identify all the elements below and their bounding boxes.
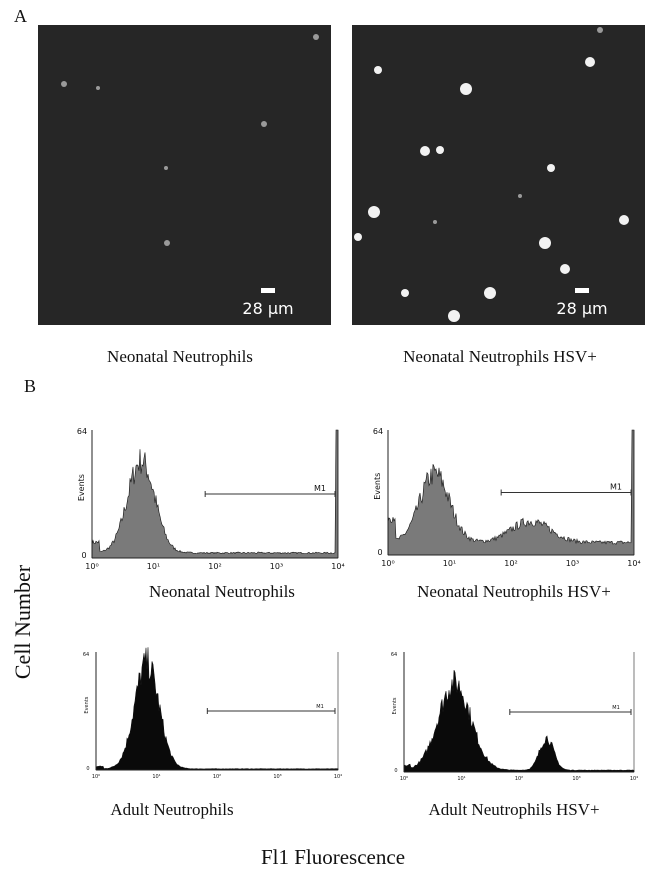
y-min-label: 0 <box>86 766 89 772</box>
panel-label: B <box>24 376 36 396</box>
scale-bar <box>575 288 589 293</box>
caption: Adult Neutrophils <box>110 800 233 819</box>
y-axis-label: Events <box>373 473 382 500</box>
cell <box>619 215 629 225</box>
y-axis-label: Events <box>392 697 398 714</box>
cell <box>354 233 362 241</box>
x-tick-label: 10³ <box>273 774 281 780</box>
y-max-label: 64 <box>391 652 397 658</box>
x-tick-label: 10⁴ <box>630 776 638 782</box>
x-tick-label: 10¹ <box>152 774 160 780</box>
caption: Neonatal Neutrophils <box>107 347 253 366</box>
x-tick-label: 10³ <box>270 562 283 571</box>
y-min-label: 0 <box>394 768 397 774</box>
y-max-label: 64 <box>373 427 383 436</box>
cell <box>433 220 437 224</box>
x-tick-label: 10³ <box>566 559 579 568</box>
cell <box>448 310 460 322</box>
cell <box>313 34 319 40</box>
x-axis-title: Fl1 Fluorescence <box>261 845 405 869</box>
gate-label: M1 <box>316 704 324 710</box>
cell <box>368 206 380 218</box>
y-min-label: 0 <box>377 548 382 557</box>
histogram <box>403 669 635 773</box>
x-tick-label: 10³ <box>572 776 580 782</box>
cell <box>61 81 67 87</box>
cell <box>261 121 267 127</box>
gate-label: M1 <box>612 705 620 711</box>
histogram <box>387 429 635 556</box>
micrograph <box>352 25 645 325</box>
x-tick-label: 10¹ <box>147 562 160 571</box>
micrograph <box>38 25 331 325</box>
caption: Neonatal Neutrophils HSV+ <box>417 582 611 601</box>
cell <box>436 146 444 154</box>
scale-label: 28 μm <box>556 299 607 318</box>
x-tick-label: 10² <box>504 559 517 568</box>
cell <box>539 237 551 249</box>
y-axis-label: Events <box>77 474 86 501</box>
cell <box>164 240 170 246</box>
cell <box>401 289 409 297</box>
gate-label: M1 <box>314 484 326 493</box>
histogram <box>95 647 339 771</box>
x-tick-label: 10⁰ <box>92 774 100 780</box>
cell <box>420 146 430 156</box>
cell <box>518 194 522 198</box>
cell <box>585 57 595 67</box>
x-tick-label: 10⁴ <box>331 562 344 571</box>
y-axis-label: Events <box>84 696 90 713</box>
cell <box>597 27 603 33</box>
caption: Neonatal Neutrophils <box>149 582 295 601</box>
cell <box>374 66 382 74</box>
x-tick-label: 10¹ <box>443 559 456 568</box>
x-tick-label: 10² <box>208 562 221 571</box>
x-tick-label: 10⁰ <box>381 559 394 568</box>
x-tick-label: 10² <box>213 774 221 780</box>
x-tick-label: 10¹ <box>457 776 465 782</box>
cell <box>164 166 168 170</box>
x-tick-label: 10⁰ <box>85 562 98 571</box>
y-axis-title: Cell Number <box>10 564 35 679</box>
y-max-label: 64 <box>83 652 89 658</box>
x-tick-label: 10² <box>515 776 523 782</box>
panel-label: A <box>14 6 27 26</box>
x-tick-label: 10⁰ <box>400 776 408 782</box>
cell <box>560 264 570 274</box>
scale-bar <box>261 288 275 293</box>
x-tick-label: 10⁴ <box>334 774 342 780</box>
cell <box>547 164 555 172</box>
gate-label: M1 <box>610 483 622 492</box>
y-max-label: 64 <box>77 427 87 436</box>
cell <box>460 83 472 95</box>
cell <box>96 86 100 90</box>
scale-label: 28 μm <box>242 299 293 318</box>
caption: Adult Neutrophils HSV+ <box>428 800 599 819</box>
y-min-label: 0 <box>81 551 86 560</box>
cell <box>484 287 496 299</box>
histogram <box>91 429 339 559</box>
caption: Neonatal Neutrophils HSV+ <box>403 347 597 366</box>
x-tick-label: 10⁴ <box>627 559 640 568</box>
